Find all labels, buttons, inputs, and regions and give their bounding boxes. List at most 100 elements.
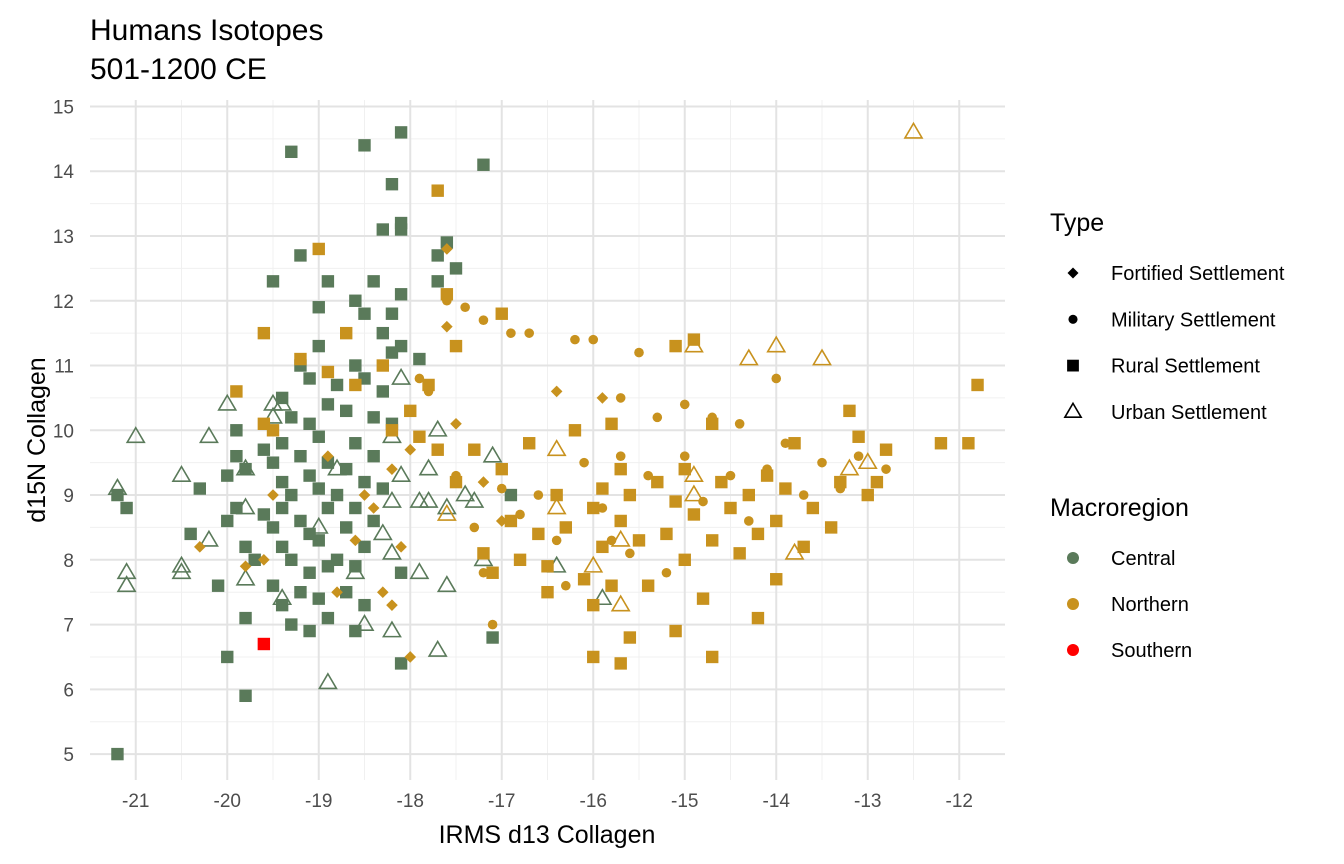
data-point (478, 315, 489, 325)
y-tick-label: 9 (63, 486, 74, 507)
data-point (376, 359, 389, 372)
data-point (275, 501, 289, 515)
data-point (679, 399, 690, 410)
data-point (651, 475, 664, 489)
data-point (678, 553, 691, 567)
data-point (934, 437, 948, 450)
data-point (524, 328, 534, 338)
legend-macroregion-title: Macroregion (1050, 494, 1189, 522)
chart-title: Humans Isotopes (90, 14, 323, 47)
data-point (779, 482, 792, 495)
data-point (199, 426, 219, 444)
data-point (770, 573, 783, 586)
data-point (442, 295, 452, 306)
data-point (312, 339, 325, 353)
data-point (660, 527, 673, 541)
data-point (107, 477, 128, 495)
data-point (312, 592, 325, 605)
data-point (235, 497, 256, 515)
data-point (861, 488, 874, 502)
x-tick-label: -20 (214, 791, 241, 812)
data-point (385, 424, 399, 437)
data-point (487, 619, 498, 630)
data-point (340, 326, 353, 340)
data-point (623, 488, 637, 502)
y-tick-label: 7 (63, 616, 74, 637)
data-point (184, 527, 197, 541)
data-point (327, 458, 347, 476)
data-point (441, 320, 453, 333)
chart-subtitle: 501-1200 CE (90, 53, 267, 86)
data-point (610, 529, 631, 547)
data-point (839, 458, 860, 476)
data-point (404, 443, 417, 456)
legend-macroregion-label: Southern (1111, 640, 1192, 662)
data-point (418, 490, 439, 508)
data-point (413, 430, 426, 443)
data-point (605, 417, 618, 431)
data-point (632, 534, 646, 547)
legend-type-label: Military Settlement (1111, 309, 1276, 331)
data-point (614, 514, 627, 528)
data-point (391, 367, 412, 385)
data-point (294, 249, 307, 262)
data-point (367, 411, 380, 424)
data-point (683, 335, 704, 353)
x-tick-label: -19 (305, 791, 332, 812)
x-tick-label: -12 (946, 791, 973, 812)
data-point (625, 548, 635, 559)
data-point (321, 456, 335, 469)
x-tick-label: -16 (580, 791, 607, 812)
data-point (413, 352, 426, 366)
data-point (515, 509, 525, 520)
data-point (266, 521, 280, 534)
data-point (614, 462, 627, 476)
data-point (427, 639, 448, 657)
data-point (707, 412, 717, 423)
data-point (367, 449, 380, 463)
data-point (762, 464, 772, 474)
data-point (376, 385, 389, 398)
y-axis-ticks: 5 6 7 8 9 10 11 12 13 14 15 (53, 97, 75, 766)
x-tick-label: -15 (671, 791, 698, 812)
data-point (312, 534, 325, 547)
data-point (577, 573, 591, 586)
data-point (550, 385, 563, 398)
data-point (235, 458, 256, 476)
data-point (235, 568, 256, 586)
data-point (597, 503, 608, 513)
data-point (533, 490, 544, 500)
legend-key-circle-icon (1067, 598, 1079, 610)
data-point (285, 488, 298, 502)
data-point (817, 457, 827, 468)
data-point (303, 469, 316, 482)
data-point (596, 392, 609, 404)
data-point (698, 496, 708, 507)
data-point (394, 339, 408, 353)
data-point (330, 378, 344, 392)
data-point (354, 613, 375, 631)
data-point (610, 594, 631, 612)
data-point (486, 631, 499, 644)
data-point (263, 406, 283, 424)
data-point (358, 139, 371, 152)
legend-key-diamond-icon (1067, 267, 1079, 279)
data-point (266, 579, 280, 592)
data-point (669, 624, 682, 638)
data-point (376, 326, 389, 340)
data-point (330, 553, 344, 567)
data-point (391, 465, 412, 482)
data-point (230, 449, 243, 463)
data-point (766, 335, 787, 353)
data-point (340, 585, 353, 599)
data-point (541, 585, 554, 599)
major-gridlines (90, 100, 1005, 780)
data-point (394, 566, 408, 579)
data-point (431, 249, 444, 262)
data-point (643, 470, 653, 481)
data-point (340, 404, 353, 418)
data-point (879, 443, 893, 456)
data-point (404, 404, 417, 418)
data-point (853, 451, 864, 461)
data-point (418, 458, 439, 476)
